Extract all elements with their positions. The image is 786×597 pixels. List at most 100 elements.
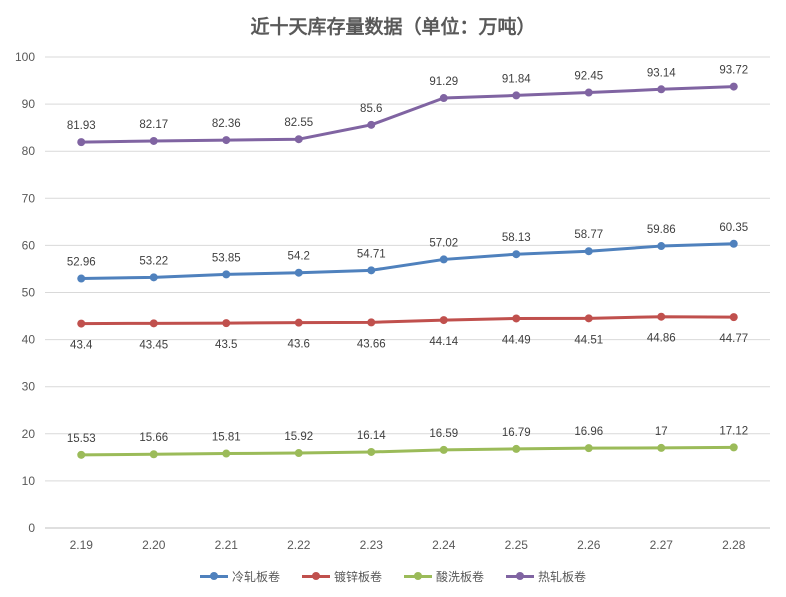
line-chart: 0 10 20 30 40 50 60 70 80 90 100 2.19 2.20 2.21 2.22 2.… [15, 50, 770, 552]
data-label: 15.53 [67, 433, 96, 445]
data-label: 53.22 [139, 255, 168, 267]
x-tick-label: 2.21 [215, 538, 239, 552]
data-point [729, 313, 738, 322]
data-point [512, 250, 521, 259]
data-point [729, 239, 738, 248]
y-tick-label: 40 [22, 333, 36, 347]
data-point [367, 318, 376, 327]
data-point [77, 138, 86, 147]
data-label: 15.81 [212, 432, 241, 444]
x-tick-label: 2.22 [287, 538, 311, 552]
data-point [77, 274, 86, 283]
legend-item: 冷轧板卷 [199, 568, 280, 585]
data-label: 82.36 [212, 118, 241, 130]
data-label: 81.93 [67, 120, 96, 132]
data-point [294, 268, 303, 277]
y-tick-label: 50 [22, 286, 36, 300]
data-label: 43.6 [288, 339, 310, 351]
y-tick-label: 100 [15, 50, 35, 64]
data-point [439, 445, 448, 454]
y-tick-label: 60 [22, 238, 36, 252]
data-label: 44.51 [574, 334, 603, 346]
data-point [149, 136, 158, 145]
data-label: 82.55 [284, 117, 313, 129]
data-point [439, 255, 448, 264]
data-point [222, 270, 231, 279]
data-point [77, 319, 86, 328]
y-tick-label: 30 [22, 380, 36, 394]
data-label: 60.35 [719, 222, 748, 234]
legend-item: 热轧板卷 [506, 568, 586, 585]
data-point [657, 242, 666, 251]
data-point [584, 88, 593, 97]
data-label: 43.66 [357, 338, 386, 350]
data-point [149, 319, 158, 328]
data-label: 16.79 [502, 427, 531, 439]
legend-label: 冷轧板卷 [231, 569, 280, 584]
series-line [79, 445, 736, 457]
data-label: 44.77 [719, 333, 748, 345]
y-tick-label: 0 [28, 521, 35, 535]
y-tick-label: 80 [22, 144, 36, 158]
data-label: 93.72 [719, 65, 748, 77]
y-tick-label: 90 [22, 97, 36, 111]
data-point [439, 316, 448, 325]
data-label: 85.6 [360, 103, 382, 115]
data-label: 43.4 [70, 340, 93, 352]
data-point [367, 447, 376, 456]
series-line [79, 85, 736, 144]
data-point [512, 314, 521, 323]
data-label: 16.59 [429, 428, 458, 440]
data-point [367, 120, 376, 129]
legend-label: 镀锌板卷 [333, 569, 382, 584]
data-label: 93.14 [647, 67, 676, 79]
data-label: 54.2 [288, 251, 310, 263]
data-point [729, 82, 738, 91]
legend-line-icon [404, 571, 432, 581]
data-point [584, 444, 593, 453]
data-label: 59.86 [647, 224, 676, 236]
data-label: 53.85 [212, 252, 241, 264]
legend-line-icon [199, 571, 228, 581]
data-point [222, 319, 231, 328]
legend-line-icon [301, 571, 330, 581]
data-label: 82.17 [139, 119, 168, 131]
data-point [367, 266, 376, 275]
data-label: 17 [655, 426, 668, 438]
data-label: 91.84 [502, 73, 531, 85]
data-label: 54.71 [357, 248, 386, 260]
x-tick-label: 2.25 [505, 538, 529, 552]
x-tick-label: 2.19 [70, 538, 94, 552]
y-tick-label: 10 [22, 474, 36, 488]
data-label: 58.13 [502, 232, 531, 244]
legend-label: 酸洗板卷 [436, 569, 485, 584]
x-tick-label: 2.24 [432, 538, 456, 552]
data-point [222, 136, 231, 145]
data-point [294, 135, 303, 144]
data-point [294, 318, 303, 327]
data-label: 57.02 [429, 237, 458, 249]
data-point [512, 91, 521, 100]
data-label: 15.92 [284, 431, 313, 443]
legend-item: 镀锌板卷 [301, 568, 382, 585]
x-tick-label: 2.27 [650, 538, 674, 552]
data-point [657, 85, 666, 94]
legend-label: 热轧板卷 [538, 569, 587, 584]
x-tick-label: 2.23 [360, 538, 384, 552]
data-label: 58.77 [574, 229, 603, 241]
legend-item: 酸洗板卷 [404, 568, 484, 585]
series-line [79, 242, 736, 281]
data-label: 44.49 [502, 334, 531, 346]
data-point [77, 450, 86, 459]
y-tick-label: 20 [22, 427, 36, 441]
data-label: 16.96 [574, 426, 603, 438]
data-point [584, 314, 593, 323]
data-point [149, 273, 158, 282]
x-tick-label: 2.26 [577, 538, 601, 552]
data-label: 43.5 [215, 339, 237, 351]
y-tick-label: 70 [22, 191, 36, 205]
legend-line-icon [506, 571, 535, 581]
data-label: 52.96 [67, 257, 96, 269]
data-label: 92.45 [574, 71, 603, 83]
